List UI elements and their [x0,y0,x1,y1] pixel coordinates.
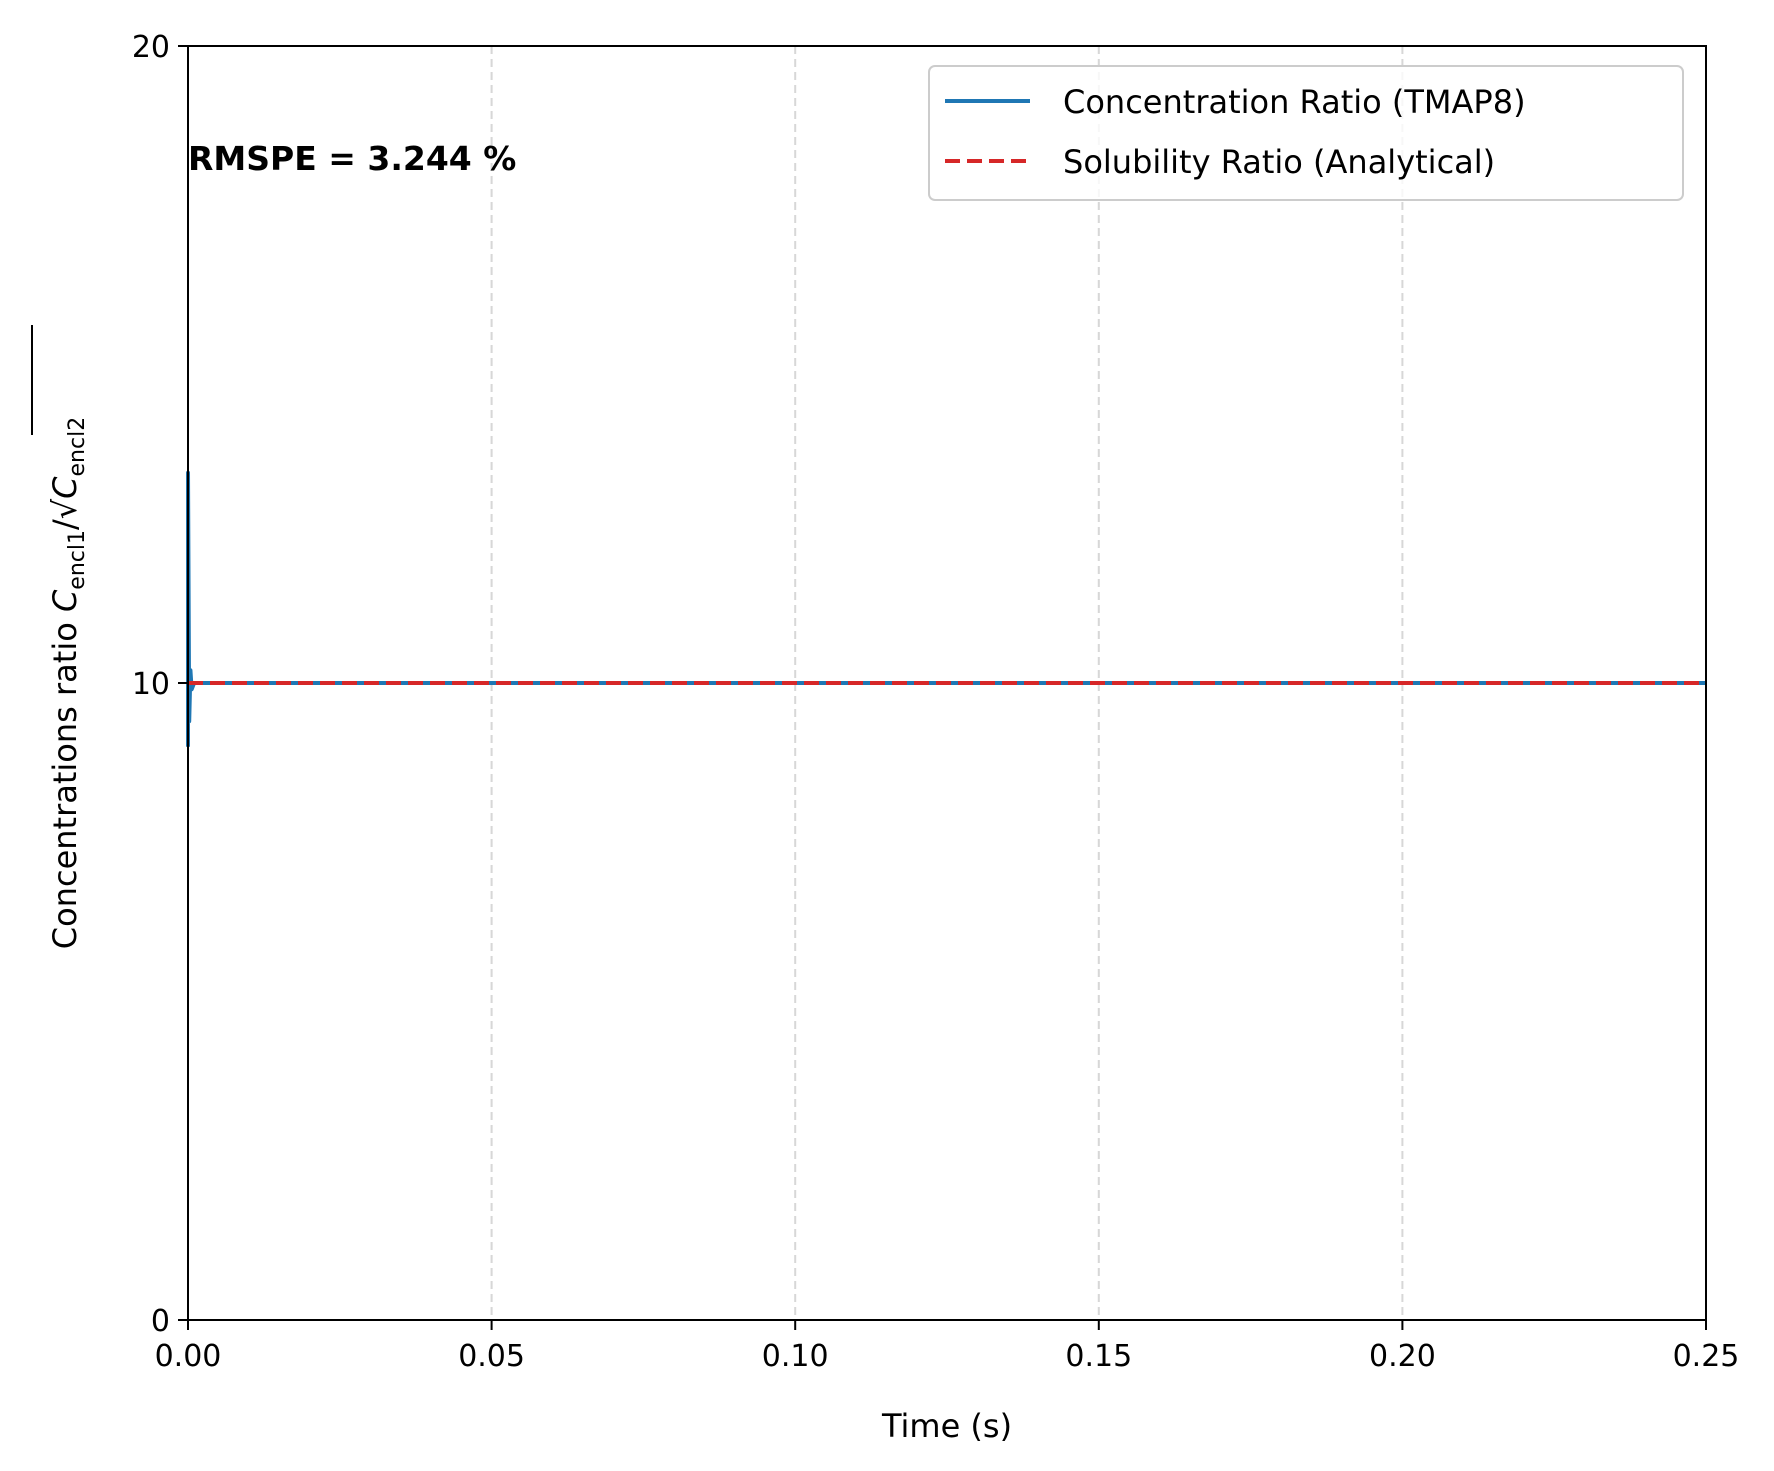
x-tick-label: 0.10 [762,1339,829,1374]
y-axis-label-prefix: Concentrations ratio [46,612,84,949]
legend-label-solubility-ratio: Solubility Ratio (Analytical) [1063,143,1495,181]
x-axis-label: Time (s) [881,1407,1012,1445]
legend-label-concentration-ratio: Concentration Ratio (TMAP8) [1063,83,1526,121]
y-axis-label: Concentrations ratio Cencl1/√Cencl2 [46,417,90,949]
y-tick-label: 20 [132,30,170,65]
y-axis-label-slash: /√ [46,498,84,530]
y-tick-label: 0 [151,1304,170,1339]
axis-ticks: 0.00 0.05 0.10 0.15 0.20 0.25 0 10 20 [132,30,1740,1374]
x-tick-label: 0.15 [1065,1339,1132,1374]
x-tick-label: 0.05 [458,1339,525,1374]
x-tick-label: 0.20 [1369,1339,1436,1374]
y-axis-label-c1: C [46,589,84,612]
y-axis-label-c2: C [46,476,84,499]
rmspe-annotation: RMSPE = 3.244 % [188,139,516,178]
y-axis-label-c1-sub: encl1 [65,530,90,590]
x-tick-label: 0.00 [155,1339,222,1374]
legend: Concentration Ratio (TMAP8) Solubility R… [928,65,1684,201]
legend-box [928,65,1684,201]
x-tick-label: 0.25 [1673,1339,1740,1374]
y-axis-label-c2-sub: encl2 [65,417,90,477]
y-tick-label: 10 [132,667,170,702]
